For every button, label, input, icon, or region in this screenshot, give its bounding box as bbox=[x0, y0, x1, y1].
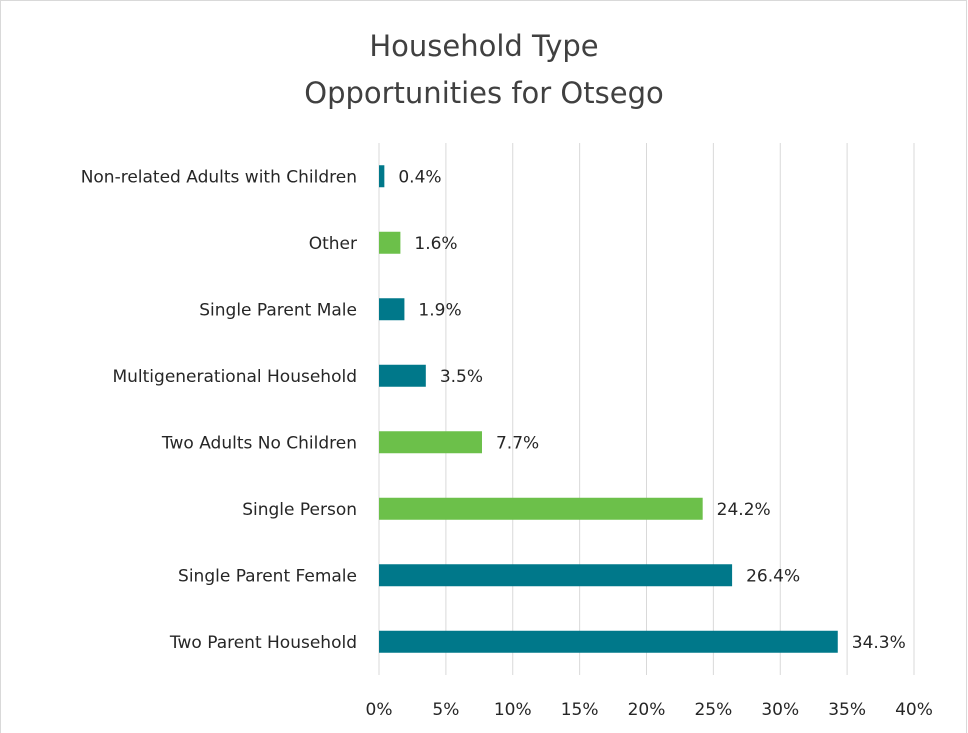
y-tick-label: Single Parent Female bbox=[178, 566, 357, 586]
y-tick-label: Single Person bbox=[242, 500, 357, 520]
x-tick-label: 15% bbox=[561, 700, 599, 720]
data-label: 1.6% bbox=[414, 234, 457, 254]
x-tick-label: 30% bbox=[761, 700, 799, 720]
chart-subtitle: Opportunities for Otsego bbox=[304, 76, 663, 110]
data-label: 3.5% bbox=[440, 367, 483, 387]
y-tick-label: Single Parent Male bbox=[199, 300, 357, 320]
y-tick-label: Non-related Adults with Children bbox=[81, 167, 357, 187]
data-label: 24.2% bbox=[717, 500, 771, 520]
bar bbox=[379, 231, 401, 254]
y-tick-label: Two Parent Household bbox=[169, 633, 357, 653]
bar bbox=[379, 497, 703, 520]
data-label: 7.7% bbox=[496, 433, 539, 453]
y-tick-label: Two Adults No Children bbox=[161, 433, 357, 453]
x-tick-label: 10% bbox=[494, 700, 532, 720]
y-tick-label: Multigenerational Household bbox=[112, 367, 357, 387]
bar bbox=[379, 630, 838, 653]
bar bbox=[379, 564, 733, 587]
bar bbox=[379, 298, 405, 321]
data-label: 26.4% bbox=[746, 566, 800, 586]
bar bbox=[379, 364, 426, 387]
x-tick-label: 20% bbox=[628, 700, 666, 720]
x-tick-label: 0% bbox=[366, 700, 393, 720]
x-tick-label: 35% bbox=[828, 700, 866, 720]
x-tick-label: 40% bbox=[895, 700, 933, 720]
x-tick-label: 25% bbox=[694, 700, 732, 720]
data-label: 1.9% bbox=[418, 300, 461, 320]
bar bbox=[379, 165, 385, 188]
data-label: 34.3% bbox=[852, 633, 906, 653]
x-tick-label: 5% bbox=[432, 700, 459, 720]
chart-title: Household Type bbox=[369, 29, 598, 63]
bar bbox=[379, 431, 482, 454]
data-label: 0.4% bbox=[398, 167, 441, 187]
y-tick-label: Other bbox=[309, 234, 357, 254]
